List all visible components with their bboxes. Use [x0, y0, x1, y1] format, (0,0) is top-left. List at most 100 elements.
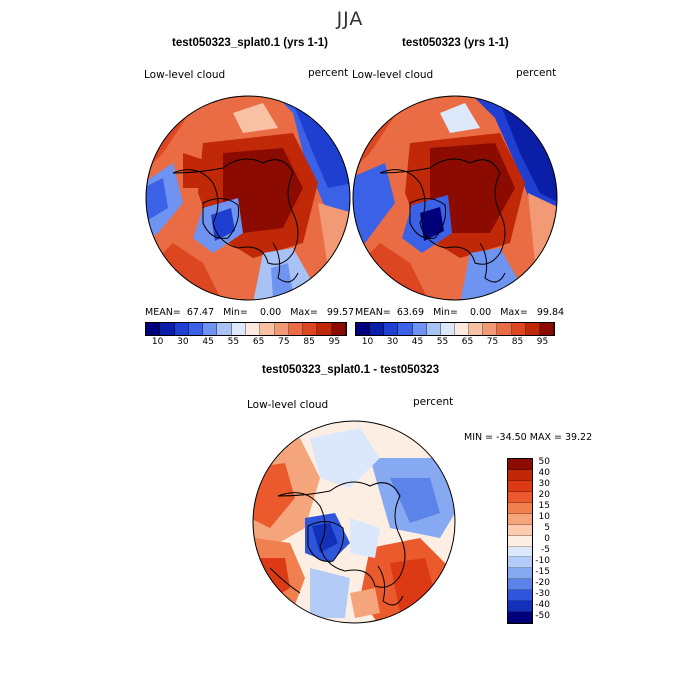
colorbar-swatch	[245, 323, 261, 335]
diff-colorbar-label: 0	[544, 534, 550, 544]
colorbar-swatch	[317, 323, 332, 335]
diff-colorbar-swatch	[508, 459, 532, 470]
diff-colorbar-label: -15	[535, 566, 550, 577]
difference-variable-label: Low-level cloud	[247, 399, 329, 411]
difference-units-label: percent	[413, 396, 454, 408]
colorbar-swatch	[483, 323, 498, 335]
colorbar-swatch	[303, 323, 318, 335]
diff-colorbar-label: -5	[541, 544, 550, 555]
obs-panel-title: test050323 (yrs 1-1)	[402, 37, 509, 49]
diff-colorbar-swatch	[508, 546, 532, 558]
colorbar-tick-label: 45	[202, 337, 214, 347]
colorbar-swatch	[231, 323, 246, 335]
colorbar-swatch	[217, 323, 232, 335]
colorbar-swatch	[398, 323, 413, 335]
model-panel-title: test050323_splat0.1 (yrs 1-1)	[172, 37, 328, 49]
obs-units-label: percent	[516, 67, 557, 79]
colorbar-swatch	[539, 323, 554, 335]
colorbar-swatch	[454, 323, 470, 335]
colorbar-swatch	[174, 323, 189, 335]
model-min-label: Min=	[223, 307, 248, 318]
colorbar-swatch	[412, 323, 427, 335]
diff-colorbar-label: -30	[535, 588, 550, 599]
model-polar-map	[145, 95, 351, 301]
colorbar-swatch	[511, 323, 526, 335]
colorbar-tick-label: 75	[278, 337, 290, 347]
obs-variable-label: Low-level cloud	[352, 69, 434, 81]
diff-colorbar-label: -50	[535, 610, 550, 621]
colorbar-swatch	[525, 323, 540, 335]
colorbar-tick-label: 75	[486, 337, 499, 347]
diff-colorbar-label: 40	[538, 468, 550, 479]
model-min-value: 0.00	[260, 307, 282, 318]
difference-colorbar-labels: 50 40 30 20 15 10 5 0 -5 -10 -15 -20 -30 -40 -50	[518, 457, 558, 624]
colorbar-tick-label: 10	[151, 337, 164, 347]
colorbar-tick-label: 30	[177, 337, 189, 347]
colorbar-tick-label: 95	[536, 337, 549, 347]
obs-polar-map	[352, 95, 558, 301]
colorbar-tick-label: 65	[461, 337, 474, 347]
colorbar-tick-label: 55	[436, 337, 449, 347]
diff-colorbar-swatch	[508, 491, 532, 503]
colorbar-swatch	[356, 323, 371, 335]
colorbar-swatch	[203, 323, 218, 335]
obs-stats: MEAN= 63.69 Min= 0.00 Max= 99.84	[355, 307, 564, 318]
diff-colorbar-swatch	[508, 480, 532, 492]
colorbar-tick-label: 65	[252, 337, 265, 347]
colorbar-swatch	[146, 323, 161, 335]
diff-colorbar-swatch	[508, 601, 532, 613]
colorbar-swatch	[260, 323, 275, 335]
diff-colorbar-swatch	[508, 568, 532, 580]
colorbar-swatch	[188, 323, 204, 335]
colorbar-swatch	[384, 323, 399, 335]
diff-colorbar-label: -40	[535, 599, 550, 610]
diff-colorbar-swatch	[508, 535, 532, 547]
model-mean-label: MEAN=	[145, 307, 181, 318]
colorbar-tick-label: 55	[227, 337, 240, 347]
model-colorbar	[145, 322, 347, 336]
diff-colorbar-label: 10	[538, 512, 550, 523]
diff-colorbar-label: 50	[538, 457, 550, 468]
colorbar-swatch	[370, 323, 385, 335]
model-colorbar-ticks: 10 30 45 55 65 75 85 95	[145, 337, 347, 347]
colorbar-tick-label: 85	[511, 337, 524, 347]
obs-colorbar-ticks: 10 30 45 55 65 75 85 95	[355, 337, 555, 347]
diff-colorbar-swatch	[508, 513, 532, 525]
difference-minmax: MIN = -34.50 MAX = 39.22	[464, 432, 593, 443]
diff-colorbar-swatch	[508, 557, 532, 569]
colorbar-swatch	[469, 323, 484, 335]
colorbar-tick-label: 85	[303, 337, 315, 347]
model-stats: MEAN= 67.47 Min= 0.00 Max= 99.57	[145, 307, 354, 318]
colorbar-swatch	[497, 323, 512, 335]
colorbar-swatch	[274, 323, 289, 335]
diff-colorbar-label: -20	[535, 577, 550, 588]
difference-colorbar	[507, 458, 533, 624]
diff-colorbar-label: 30	[538, 479, 550, 490]
colorbar-swatch	[160, 323, 175, 335]
obs-max-label: Max=	[500, 307, 528, 318]
obs-mean-value: 63.69	[396, 307, 425, 318]
diff-colorbar-label: -10	[535, 555, 550, 566]
colorbar-swatch	[331, 323, 346, 335]
diff-colorbar-swatch	[508, 612, 532, 624]
model-variable-label: Low-level cloud	[144, 69, 226, 81]
model-mean-value: 67.47	[186, 307, 215, 318]
diff-colorbar-swatch	[508, 590, 532, 602]
diff-colorbar-swatch	[508, 469, 532, 481]
obs-min-value: 0.00	[470, 307, 492, 318]
diff-colorbar-label: 20	[538, 490, 550, 501]
obs-mean-label: MEAN=	[355, 307, 391, 318]
diff-colorbar-swatch	[508, 524, 532, 536]
difference-title: test050323_splat0.1 - test050323	[262, 364, 440, 376]
diff-colorbar-label: 15	[538, 501, 550, 512]
colorbar-swatch	[426, 323, 441, 335]
colorbar-tick-label: 95	[328, 337, 341, 347]
colorbar-swatch	[288, 323, 304, 335]
diff-colorbar-swatch	[508, 502, 532, 514]
model-max-label: Max=	[290, 307, 318, 318]
colorbar-tick-label: 45	[411, 337, 424, 347]
difference-polar-map	[252, 420, 456, 624]
model-max-value: 99.57	[326, 307, 355, 318]
colorbar-tick-label: 10	[361, 337, 374, 347]
colorbar-swatch	[440, 323, 455, 335]
